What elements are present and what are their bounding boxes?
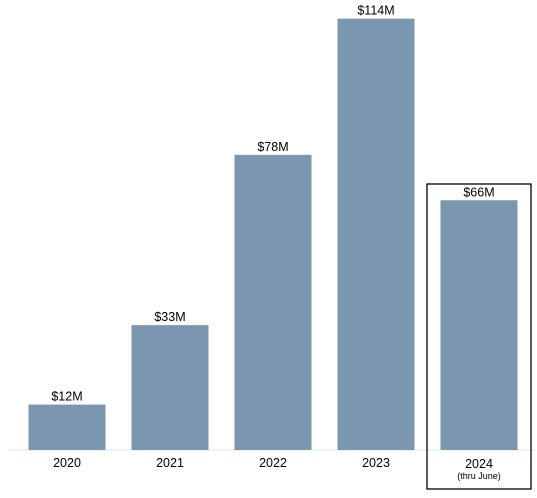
bar-2024 <box>440 200 518 450</box>
bars-layer <box>8 18 535 451</box>
data-label-2020: $12M <box>51 390 82 404</box>
labels-layer: $12M 2020 $33M 2021 $78M 2022 $114M 2023 $66M 202… <box>51 4 500 481</box>
x-tick-sublabel-2024: (thru June) <box>457 471 501 481</box>
x-tick-label-2020: 2020 <box>53 456 81 470</box>
bar-2023 <box>337 18 415 451</box>
x-tick-label-2023: 2023 <box>362 456 390 470</box>
data-label-2021: $33M <box>154 310 185 324</box>
bar-2022 <box>234 154 312 450</box>
x-tick-label-2024: 2024 <box>465 457 493 471</box>
bar-2021 <box>131 325 209 450</box>
data-label-2024: $66M <box>463 185 494 199</box>
highlight-box <box>426 183 532 490</box>
data-label-2023: $114M <box>357 4 394 18</box>
bar-2020 <box>28 404 106 450</box>
x-tick-label-2021: 2021 <box>156 456 184 470</box>
x-tick-label-2022: 2022 <box>259 456 287 470</box>
data-label-2022: $78M <box>257 140 288 154</box>
